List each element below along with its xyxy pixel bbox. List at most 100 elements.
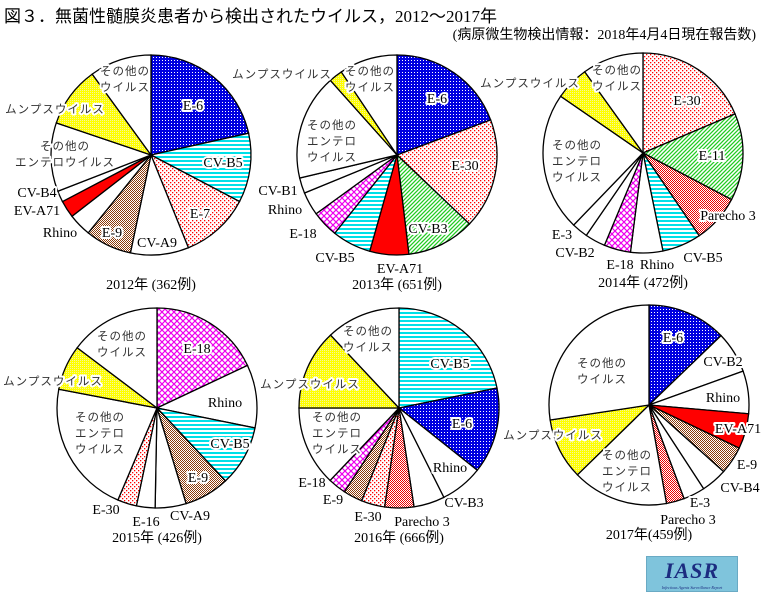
slice-label-line: ムンプスウイルス — [5, 103, 105, 116]
slice-label: Rhino — [268, 203, 302, 218]
slice-label: その他のウイルス — [97, 330, 147, 359]
slice-label-line: E-6 — [663, 331, 683, 346]
slice-label: E-18 — [298, 476, 325, 491]
slice-label: E-3 — [690, 496, 710, 511]
slice-label-line: CV-B1 — [258, 184, 297, 199]
slice-label: その他のエンテロウイルス — [602, 449, 652, 494]
slice-label-line: ウイルス — [577, 373, 627, 386]
figure-title: 図３．無菌性髄膜炎患者から検出されたウイルス，2012～2017年 — [4, 7, 497, 26]
pie-slice — [76, 307, 158, 410]
slice-label-line: エンテロウイルス — [15, 156, 115, 169]
slice-label-line: E-18 — [298, 476, 325, 491]
slice-label: その他のエンテロウイルス — [312, 411, 362, 456]
slice-label: ムンプスウイルス — [5, 103, 105, 116]
slice-label: EV-A71 — [377, 262, 423, 277]
slice-label-line: エンテロ — [602, 466, 652, 478]
slice-label-line: E-11 — [699, 149, 726, 164]
slice-label: E-6 — [452, 417, 472, 432]
slice-label-line: E-6 — [427, 92, 447, 107]
slice-label: E-6 — [427, 92, 447, 107]
slice-label-line: その他の — [345, 65, 395, 78]
pie-chart-5: E-6 CV-B2 Rhino EV-A71 E-9 CV-B4 E-3 Parecho 3 そ… — [501, 304, 763, 543]
slice-label-line: Parecho 3 — [394, 515, 450, 530]
pie-labels: E-6 CV-B2 Rhino EV-A71 E-9 CV-B4 E-3 Parecho 3 そ… — [501, 329, 763, 530]
slice-label-line: CV-B5 — [315, 251, 354, 266]
slice-label: CV-B3 — [444, 496, 483, 511]
slice-label: その他のエンテロウイルス — [307, 119, 357, 164]
slice-label-line: ムンプスウイルス — [3, 375, 103, 388]
slice-label: CV-A9 — [137, 236, 177, 251]
pie-slice — [395, 119, 498, 225]
slice-label: EV-A71 — [715, 422, 761, 437]
pie-labels: E-30 E-11 Parecho 3 CV-B5 Rhino E-18 CV-B2 E-3 そ… — [478, 62, 758, 275]
slice-label-line: その他の — [40, 140, 90, 153]
pie-title: 2013年 (651例) — [352, 277, 442, 293]
pie-slice — [50, 122, 153, 193]
slice-label: E-30 — [92, 503, 119, 518]
pie-slice — [648, 304, 722, 407]
slice-label: その他のウイルス — [345, 65, 395, 94]
slice-label: CV-B2 — [555, 246, 594, 261]
slice-label-line: ウイルス — [307, 151, 357, 164]
slice-label: E-6 — [663, 331, 683, 346]
pie-slice — [396, 153, 471, 256]
pie-slice — [583, 52, 644, 156]
slice-label: その他のウイルス — [343, 325, 393, 354]
slice-label: E-30 — [354, 510, 381, 525]
slice-label-line: E-9 — [737, 458, 757, 473]
slice-label-line: その他の — [343, 325, 393, 338]
pie-slice — [396, 54, 492, 156]
slice-label-line: Rhino — [640, 258, 674, 273]
slice-label-line: EV-A71 — [715, 422, 761, 437]
slice-label: EV-A71 — [14, 204, 60, 219]
pie-labels: E-6 CV-B5 E-7 CV-A9 E-9 Rhino EV-A71 CV-B4 その他のエ… — [3, 63, 244, 253]
slice-label-line: E-16 — [132, 515, 159, 530]
slice-label-line: その他の — [577, 357, 627, 370]
slice-label-line: E-18 — [183, 342, 210, 357]
slice-label-line: その他の — [552, 139, 602, 152]
slice-label-line: ムンプスウイルス — [480, 77, 580, 90]
slice-label: Rhino — [433, 461, 467, 476]
slice-label: CV-B4 — [17, 186, 56, 201]
slice-label-line: ウイルス — [100, 81, 150, 94]
pie-chart-1: E-6 E-30 CV-B3 EV-A71 CV-B5 E-18 Rhino CV-B1 その他… — [230, 54, 498, 293]
pie-slice — [91, 54, 152, 158]
pie-chart-3: E-18RhinoCV-B5E-9CV-A9E-16E-30その他のエンテロウイ… — [1, 307, 258, 546]
pie-labels: CV-B5 E-6 Rhino CV-B3 Parecho 3 E-30 E-9 E-18 その… — [258, 323, 485, 532]
slice-label: E-18 — [289, 227, 316, 242]
slice-label: E-7 — [190, 207, 210, 222]
slice-label-line: CV-B5 — [210, 437, 249, 452]
slice-label: E-30 — [673, 94, 700, 109]
slice-label: CV-B5 — [203, 156, 242, 171]
slice-label-line: その他の — [602, 449, 652, 462]
slice-label-line: Rhino — [208, 396, 242, 411]
slice-label-line: CV-B5 — [683, 251, 722, 266]
slice-label-line: ウイルス — [552, 171, 602, 184]
pie-slice — [641, 113, 744, 201]
slice-label-line: E-9 — [323, 493, 343, 508]
slice-label-line: Rhino — [268, 203, 302, 218]
slice-label-line: CV-B5 — [203, 156, 242, 171]
slice-label: CV-B5 — [430, 357, 469, 372]
slice-label-line: Parecho 3 — [700, 209, 756, 224]
slice-label-line: CV-A9 — [170, 509, 210, 524]
slice-label: E-6 — [183, 99, 203, 114]
pie-title: 2014年 (472例) — [598, 275, 688, 291]
slice-label-line: E-30 — [673, 94, 700, 109]
slice-label-line: Rhino — [43, 226, 77, 241]
slice-label-line: その他の — [97, 330, 147, 343]
slice-label-line: ムンプスウイルス — [260, 378, 360, 391]
slice-label: E-9 — [188, 471, 208, 486]
slice-label-line: EV-A71 — [14, 204, 60, 219]
pie-chart-2: E-30 E-11 Parecho 3 CV-B5 Rhino E-18 CV-B2 E-3 そ… — [478, 52, 758, 291]
slice-label-line: CV-B3 — [408, 222, 447, 237]
slice-label-line: CV-B4 — [720, 481, 759, 496]
slice-label: Rhino — [208, 396, 242, 411]
slice-label: ムンプスウイルス — [503, 429, 603, 442]
slice-label-line: CV-B2 — [555, 246, 594, 261]
slice-label-line: ムンプスウイルス — [232, 68, 332, 81]
slice-label: Parecho 3 — [394, 515, 450, 530]
slice-label: E-9 — [102, 226, 122, 241]
pie-title: 2017年(459例) — [606, 527, 693, 543]
pie-slice — [329, 307, 400, 410]
